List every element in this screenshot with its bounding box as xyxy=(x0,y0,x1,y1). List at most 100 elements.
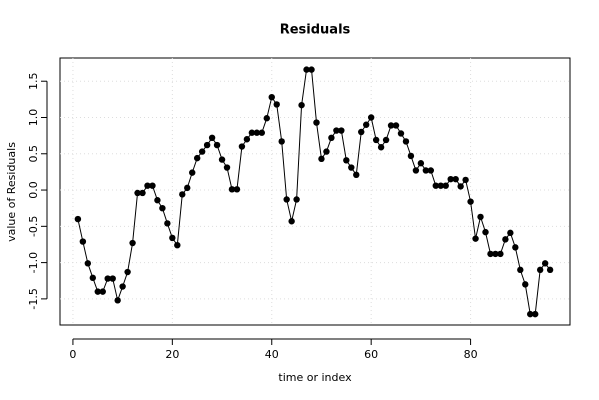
data-point xyxy=(437,182,444,189)
data-point xyxy=(536,266,544,274)
data-point xyxy=(502,236,509,243)
data-point xyxy=(164,220,171,227)
data-point xyxy=(149,182,156,189)
x-tick-label: 60 xyxy=(364,348,378,361)
data-point xyxy=(248,129,256,136)
data-point xyxy=(298,101,305,109)
data-point xyxy=(243,136,251,143)
y-tick-label: -0.5 xyxy=(27,216,40,237)
y-tick-label: -1.0 xyxy=(27,252,40,273)
x-tick-label: 80 xyxy=(464,348,478,361)
data-point xyxy=(114,297,121,304)
data-point xyxy=(253,129,261,136)
x-tick-label: 20 xyxy=(165,348,179,361)
data-point xyxy=(397,130,405,137)
data-point xyxy=(308,66,315,73)
plot-box xyxy=(59,57,571,326)
data-point xyxy=(417,160,425,167)
data-point xyxy=(546,266,554,274)
data-point xyxy=(169,234,176,242)
data-point xyxy=(313,119,320,126)
data-point xyxy=(507,229,514,237)
data-point xyxy=(482,228,489,236)
data-point xyxy=(532,310,539,318)
data-point xyxy=(323,148,330,155)
data-point xyxy=(213,141,221,149)
data-point xyxy=(328,134,335,142)
y-tick-label: 0.5 xyxy=(27,145,40,163)
data-point xyxy=(318,155,325,163)
data-point xyxy=(208,134,216,142)
data-point xyxy=(392,122,400,129)
data-point xyxy=(427,167,435,174)
data-point xyxy=(189,169,196,176)
data-point xyxy=(184,184,191,192)
data-point xyxy=(338,127,345,134)
data-point xyxy=(348,164,355,171)
data-point xyxy=(343,157,350,164)
data-point xyxy=(283,196,290,203)
data-point xyxy=(492,250,499,258)
y-tick-label: 0.0 xyxy=(27,181,40,199)
data-point xyxy=(273,101,280,108)
data-point xyxy=(487,250,494,258)
data-point xyxy=(333,127,340,134)
data-point xyxy=(452,175,459,183)
data-point xyxy=(228,186,236,193)
y-tick-label: 1.5 xyxy=(27,72,40,90)
data-point xyxy=(233,186,241,193)
data-point xyxy=(139,189,146,197)
data-point xyxy=(462,176,469,184)
data-point xyxy=(258,129,266,136)
data-point xyxy=(457,183,464,190)
data-point xyxy=(124,268,131,276)
data-point xyxy=(134,189,141,197)
data-point xyxy=(293,196,300,203)
data-point xyxy=(74,215,82,223)
series-line xyxy=(77,69,551,315)
data-point xyxy=(402,138,410,145)
data-point xyxy=(79,238,87,245)
data-point xyxy=(203,141,211,149)
data-point xyxy=(353,171,360,179)
data-point xyxy=(447,175,454,183)
data-point xyxy=(288,218,295,225)
data-point xyxy=(109,275,116,282)
data-point xyxy=(268,93,275,101)
x-axis-label: time or index xyxy=(278,371,352,384)
data-point xyxy=(104,275,111,282)
y-tick-label: 1.0 xyxy=(27,109,40,127)
data-point xyxy=(497,250,504,258)
data-point xyxy=(159,204,166,212)
data-point xyxy=(512,244,519,251)
data-point xyxy=(432,182,439,189)
data-point xyxy=(377,144,385,151)
data-point xyxy=(472,235,479,242)
data-point xyxy=(144,182,151,189)
data-point xyxy=(119,283,126,290)
data-point xyxy=(89,274,97,282)
data-point xyxy=(99,288,106,295)
data-point xyxy=(218,156,226,163)
data-point xyxy=(198,148,206,155)
y-tick-label: -1.5 xyxy=(27,288,40,309)
y-axis-label: value of Residuals xyxy=(5,142,18,242)
chart-title: Residuals xyxy=(280,23,351,38)
data-point xyxy=(387,122,395,129)
data-point xyxy=(442,182,449,189)
data-point xyxy=(278,138,285,145)
data-point xyxy=(477,213,484,221)
data-point xyxy=(367,114,375,121)
data-point xyxy=(238,143,246,150)
data-point xyxy=(154,197,161,204)
data-point xyxy=(407,152,415,160)
data-point xyxy=(263,115,270,122)
data-point xyxy=(358,128,365,136)
data-point xyxy=(129,239,136,247)
data-point xyxy=(84,260,92,267)
data-point xyxy=(412,167,420,174)
data-point xyxy=(517,266,524,274)
data-point xyxy=(522,281,529,288)
x-tick-label: 0 xyxy=(69,348,76,361)
